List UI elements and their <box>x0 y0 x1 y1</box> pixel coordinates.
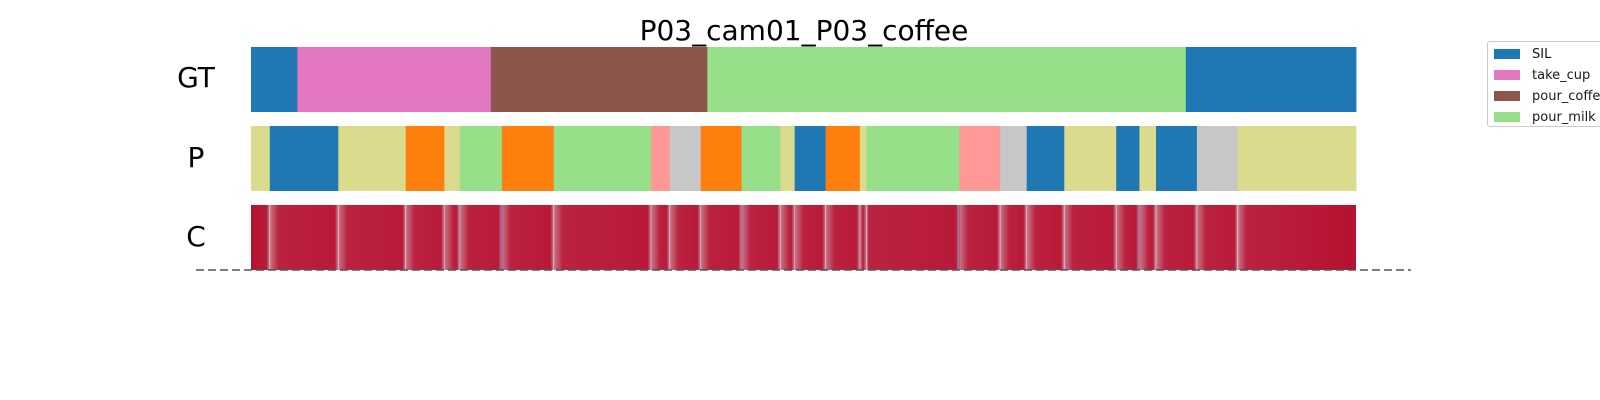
gt-segment-4 <box>1185 47 1357 112</box>
pred-segment-2 <box>338 126 407 191</box>
pred-segment-24 <box>1196 126 1239 191</box>
pred-segment-12 <box>780 126 796 191</box>
legend-label-pour-coffee: pour_coffee <box>1532 88 1600 104</box>
gt-segment-2 <box>490 47 708 112</box>
prediction-segment-row <box>251 126 1357 191</box>
pred-segment-0 <box>251 126 271 191</box>
pred-segment-17 <box>959 126 1001 191</box>
row-label-p: P <box>188 141 205 174</box>
pred-segment-13 <box>794 126 826 191</box>
legend: SIL take_cup pour_coffee pour_milk <box>1487 41 1600 127</box>
gt-segment-1 <box>297 47 492 112</box>
pred-segment-23 <box>1155 126 1198 191</box>
pred-segment-7 <box>553 126 652 191</box>
chart-title: P03_cam01_P03_coffee <box>640 14 969 47</box>
legend-swatch-take-cup <box>1494 70 1520 80</box>
pred-segment-22 <box>1139 126 1157 191</box>
pred-segment-21 <box>1116 126 1140 191</box>
legend-item-sil: SIL <box>1494 46 1551 62</box>
pred-segment-10 <box>700 126 743 191</box>
pred-segment-11 <box>741 126 781 191</box>
legend-item-pour-coffee: pour_coffee <box>1494 88 1600 104</box>
row-label-gt: GT <box>177 61 216 94</box>
pred-segment-1 <box>269 126 339 191</box>
gt-segment-row <box>251 47 1357 112</box>
pred-segment-20 <box>1064 126 1117 191</box>
pred-segment-8 <box>651 126 671 191</box>
legend-label-pour-milk: pour_milk <box>1532 109 1596 125</box>
legend-item-pour-milk: pour_milk <box>1494 109 1596 125</box>
legend-label-take-cup: take_cup <box>1532 67 1591 83</box>
pred-segment-4 <box>444 126 461 191</box>
confidence-strip <box>251 205 1356 270</box>
legend-swatch-pour-milk <box>1494 112 1520 122</box>
pred-segment-25 <box>1237 126 1357 191</box>
pred-segment-15 <box>859 126 867 191</box>
gt-segment-3 <box>707 47 1187 112</box>
pred-segment-9 <box>669 126 702 191</box>
pred-segment-19 <box>1026 126 1065 191</box>
pred-segment-6 <box>501 126 555 191</box>
gt-segment-0 <box>251 47 298 112</box>
pred-segment-14 <box>825 126 861 191</box>
pred-segment-18 <box>1000 126 1028 191</box>
legend-swatch-sil <box>1494 49 1520 59</box>
legend-item-take-cup: take_cup <box>1494 67 1590 83</box>
legend-swatch-pour-coffee <box>1494 91 1520 101</box>
pred-segment-3 <box>405 126 445 191</box>
legend-label-sil: SIL <box>1532 46 1552 62</box>
row-label-c: C <box>186 220 206 253</box>
pred-segment-16 <box>866 126 960 191</box>
pred-segment-5 <box>459 126 503 191</box>
